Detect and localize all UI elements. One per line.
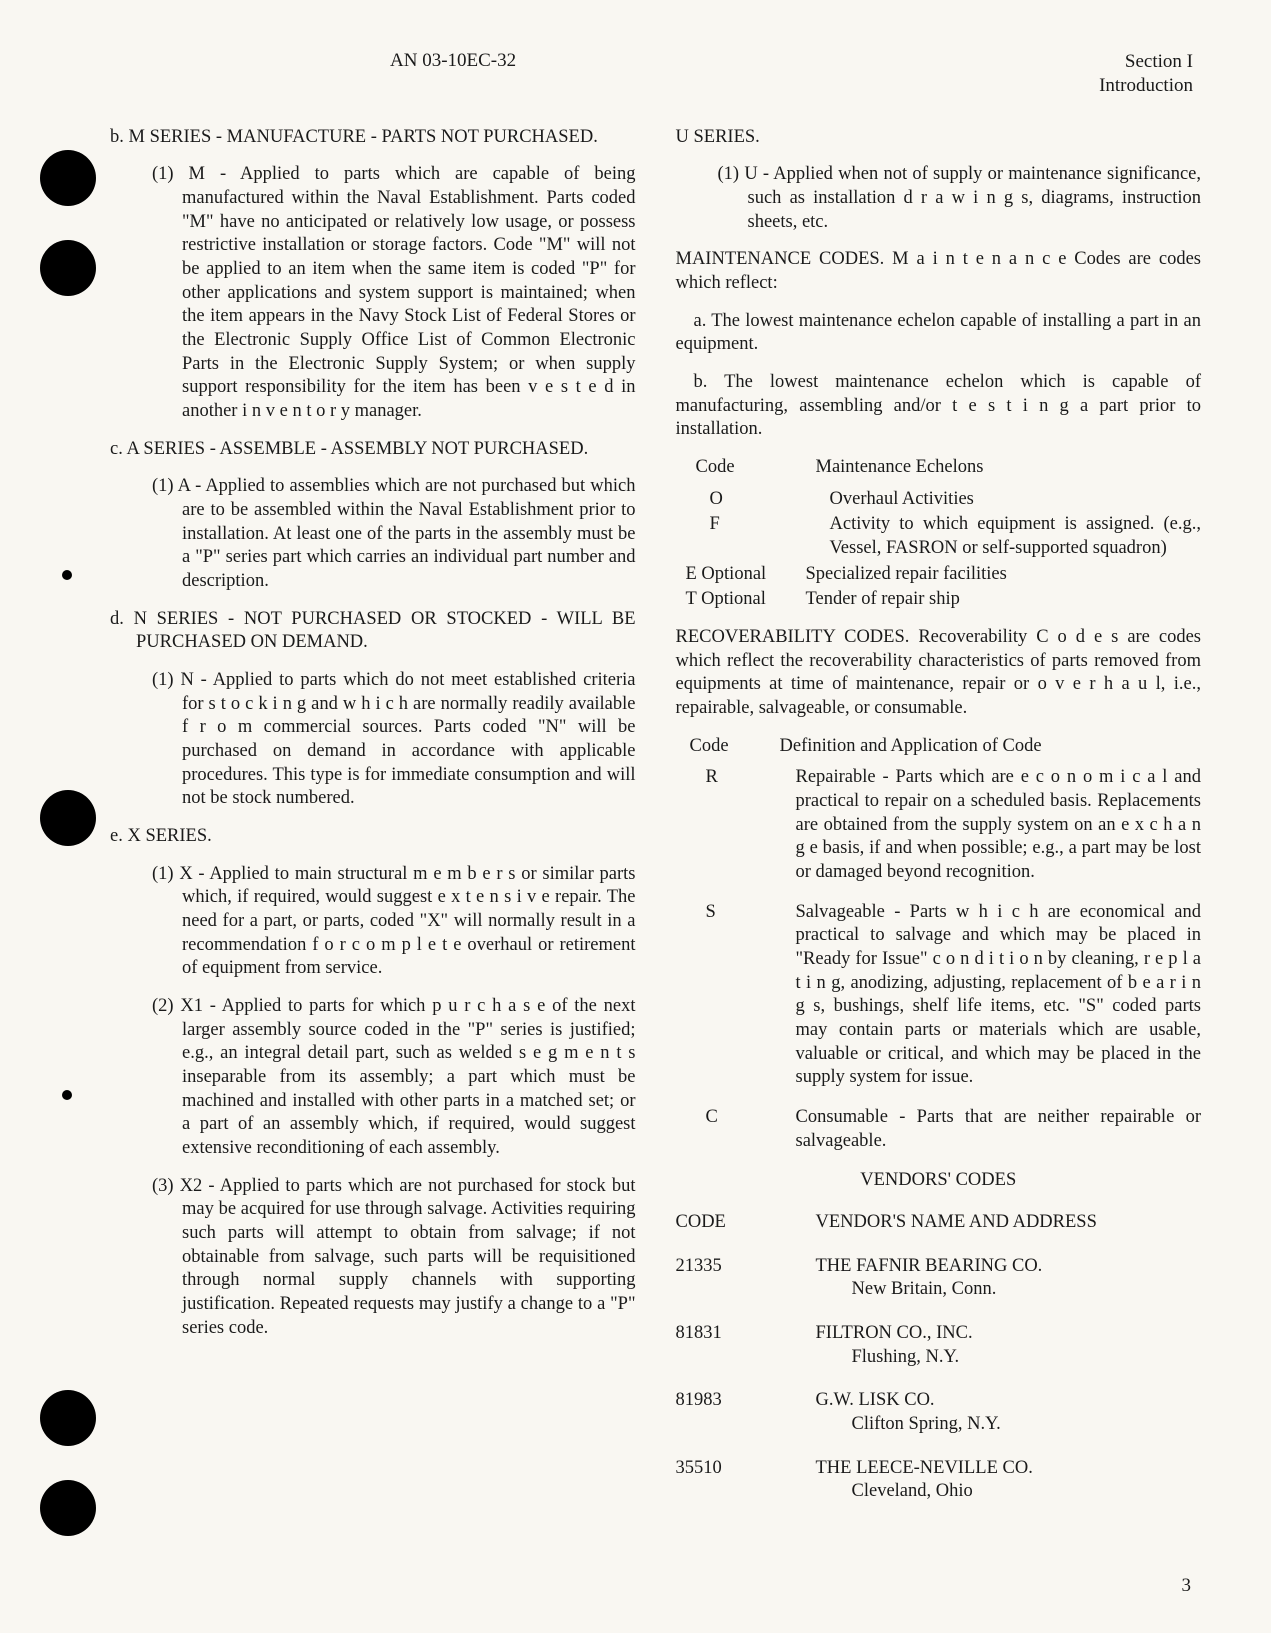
page-header: AN 03-10EC-32 Section I Introduction: [110, 50, 1201, 98]
maintenance-codes-intro: MAINTENANCE CODES. M a i n t e n a n c e…: [676, 248, 1202, 295]
series-e-title: e. X SERIES.: [110, 825, 636, 849]
desc-cell: Salvageable - Parts w h i c h are econom…: [796, 901, 1202, 1090]
vendor-code: 35510: [676, 1457, 816, 1504]
small-dot: [62, 1090, 72, 1100]
series-d-item-1: (1) N - Applied to parts which do not me…: [110, 669, 636, 811]
col-desc: Definition and Application of Code: [780, 735, 1042, 759]
punch-hole: [40, 1390, 96, 1446]
maintenance-echelons-table: Code Maintenance Echelons O Overhaul Act…: [676, 456, 1202, 612]
vendor-info: G.W. LISK CO. Clifton Spring, N.Y.: [816, 1389, 1202, 1436]
vendor-name-header: VENDOR'S NAME AND ADDRESS: [816, 1211, 1202, 1235]
doc-number: AN 03-10EC-32: [390, 50, 516, 98]
punch-hole: [40, 1480, 96, 1536]
vendor-name: G.W. LISK CO.: [816, 1389, 1202, 1413]
code-cell: R: [676, 766, 796, 790]
page-number: 3: [1182, 1575, 1192, 1597]
section-label: Section I: [1099, 50, 1193, 74]
punch-hole: [40, 790, 96, 846]
desc-cell: Consumable - Parts that are neither repa…: [796, 1106, 1202, 1153]
vendor-code: 81831: [676, 1322, 816, 1369]
vendor-row: 81831 FILTRON CO., INC. Flushing, N.Y.: [676, 1322, 1202, 1369]
document-page: AN 03-10EC-32 Section I Introduction b. …: [0, 0, 1271, 1633]
table-header: Code Maintenance Echelons: [676, 456, 1202, 480]
maintenance-a: a. The lowest maintenance echelon capabl…: [676, 310, 1202, 357]
series-e-item-2: (2) X1 - Applied to parts for which p u …: [110, 995, 636, 1161]
recoverability-intro: RECOVERABILITY CODES. Recoverability C o…: [676, 626, 1202, 721]
col-code: Code: [676, 735, 780, 759]
series-d-title: d. N SERIES - NOT PURCHASED OR STOCKED -…: [110, 608, 636, 655]
series-u-title: U SERIES.: [676, 126, 1202, 150]
content-columns: b. M SERIES - MANUFACTURE - PARTS NOT PU…: [110, 126, 1201, 1525]
code-cell: O: [676, 488, 830, 512]
vendor-row: 35510 THE LEECE-NEVILLE CO. Cleveland, O…: [676, 1457, 1202, 1504]
vendor-name: THE LEECE-NEVILLE CO.: [816, 1457, 1202, 1481]
vendor-address: New Britain, Conn.: [816, 1278, 1202, 1302]
table-header: Code Definition and Application of Code: [676, 735, 1202, 759]
vendor-row: 81983 G.W. LISK CO. Clifton Spring, N.Y.: [676, 1389, 1202, 1436]
desc-cell: Specialized repair facilities: [806, 563, 1202, 587]
vendor-address: Cleveland, Ohio: [816, 1480, 1202, 1504]
punch-hole: [40, 150, 96, 206]
vendor-address: Flushing, N.Y.: [816, 1346, 1202, 1370]
vendor-code: 21335: [676, 1255, 816, 1302]
table-row: R Repairable - Parts which are e c o n o…: [676, 766, 1202, 884]
vendor-code: 81983: [676, 1389, 816, 1436]
table-row: F Activity to which equipment is assigne…: [676, 513, 1202, 560]
series-c-item-1: (1) A - Applied to assemblies which are …: [110, 475, 636, 593]
table-row: O Overhaul Activities: [676, 488, 1202, 512]
vendor-info: FILTRON CO., INC. Flushing, N.Y.: [816, 1322, 1202, 1369]
subsection-label: Introduction: [1099, 74, 1193, 98]
desc-cell: Activity to which equipment is assigned.…: [830, 513, 1202, 560]
series-c-title: c. A SERIES - ASSEMBLE - ASSEMBLY NOT PU…: [110, 438, 636, 462]
series-b-item-1: (1) M - Applied to parts which are capab…: [110, 163, 636, 423]
series-e-item-1: (1) X - Applied to main structural m e m…: [110, 863, 636, 981]
code-cell: F: [676, 513, 830, 537]
left-column: b. M SERIES - MANUFACTURE - PARTS NOT PU…: [110, 126, 636, 1525]
vendor-row: 21335 THE FAFNIR BEARING CO. New Britain…: [676, 1255, 1202, 1302]
code-cell: T Optional: [676, 588, 806, 612]
series-e-item-3: (3) X2 - Applied to parts which are not …: [110, 1175, 636, 1341]
series-u-item-1: (1) U - Applied when not of supply or ma…: [676, 163, 1202, 234]
maintenance-b: b. The lowest maintenance echelon which …: [676, 371, 1202, 442]
vendor-info: THE LEECE-NEVILLE CO. Cleveland, Ohio: [816, 1457, 1202, 1504]
recoverability-table: Code Definition and Application of Code …: [676, 735, 1202, 1154]
vendor-name: THE FAFNIR BEARING CO.: [816, 1255, 1202, 1279]
table-row: E Optional Specialized repair facilities: [676, 563, 1202, 587]
vendor-address: Clifton Spring, N.Y.: [816, 1413, 1202, 1437]
code-cell: S: [676, 901, 796, 925]
col-desc: Maintenance Echelons: [816, 456, 984, 480]
desc-cell: Tender of repair ship: [806, 588, 1202, 612]
right-column: U SERIES. (1) U - Applied when not of su…: [676, 126, 1202, 1525]
code-cell: E Optional: [676, 563, 806, 587]
punch-hole: [40, 240, 96, 296]
series-b-title: b. M SERIES - MANUFACTURE - PARTS NOT PU…: [110, 126, 636, 150]
vendors-title: VENDORS' CODES: [676, 1169, 1202, 1193]
vendor-info: THE FAFNIR BEARING CO. New Britain, Conn…: [816, 1255, 1202, 1302]
vendor-header: CODE VENDOR'S NAME AND ADDRESS: [676, 1211, 1202, 1235]
col-code: Code: [676, 456, 816, 480]
vendor-code-header: CODE: [676, 1211, 816, 1235]
desc-cell: Repairable - Parts which are e c o n o m…: [796, 766, 1202, 884]
header-right: Section I Introduction: [1099, 50, 1193, 98]
table-row: S Salvageable - Parts w h i c h are econ…: [676, 901, 1202, 1090]
desc-cell: Overhaul Activities: [830, 488, 1202, 512]
code-cell: C: [676, 1106, 796, 1130]
table-row: T Optional Tender of repair ship: [676, 588, 1202, 612]
table-row: C Consumable - Parts that are neither re…: [676, 1106, 1202, 1153]
vendor-name: FILTRON CO., INC.: [816, 1322, 1202, 1346]
small-dot: [62, 570, 72, 580]
